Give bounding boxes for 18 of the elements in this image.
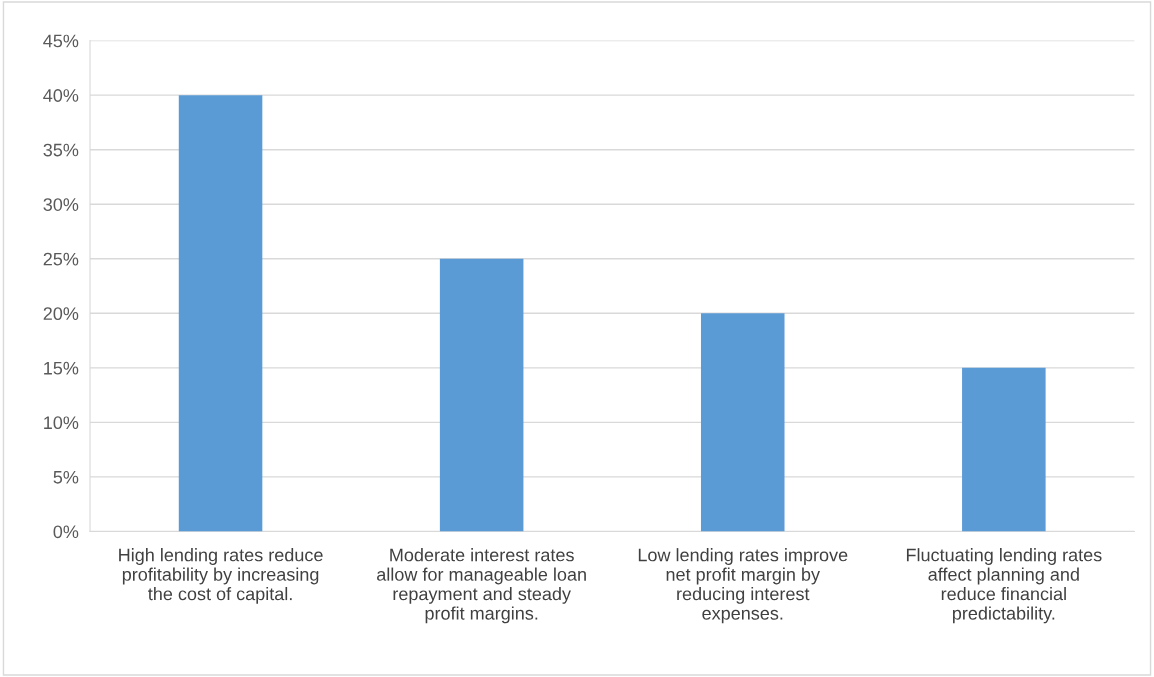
y-tick-label: 35% — [43, 143, 79, 157]
bar — [439, 258, 524, 532]
bar — [962, 367, 1046, 532]
bar — [700, 313, 785, 532]
y-tick-label: 30% — [43, 198, 79, 211]
x-tick-label: High lending rates reduce profitability by increasing the cost of capital. — [119, 548, 323, 604]
y-tick-label: 45% — [43, 34, 79, 48]
y-tick-label: 25% — [43, 252, 79, 266]
y-tick-label: 40% — [43, 89, 79, 102]
x-tick-label: Low lending rates improve net profit margin by reducing interest expenses. — [638, 548, 848, 624]
y-tick-label: 10% — [44, 416, 79, 430]
y-tick-label: 15% — [44, 361, 79, 375]
x-tick-label: Fluctuating lending rates affect planning and reduce financial predictability. — [906, 548, 1102, 624]
x-tick-label: Moderate interest rates allow for manageable loan repayment and steady profit margins. — [377, 548, 586, 624]
y-tick-label: 5% — [53, 470, 79, 484]
y-tick-label: 20% — [43, 307, 79, 321]
bar — [178, 95, 263, 532]
y-tick-label: 0% — [53, 525, 79, 539]
